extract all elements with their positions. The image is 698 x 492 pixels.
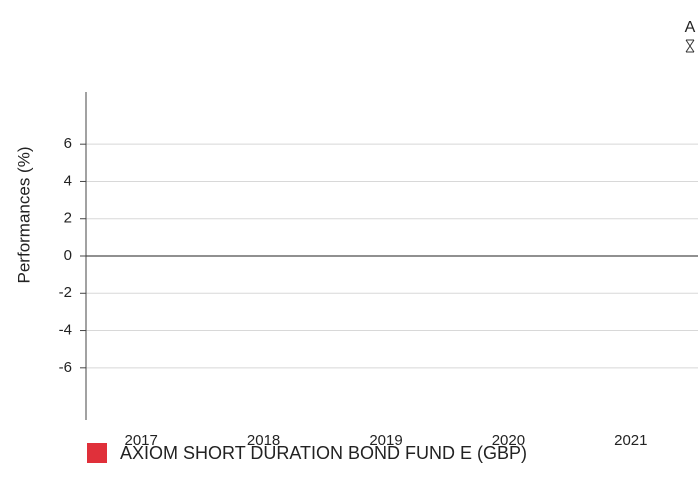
legend-swatch (87, 443, 107, 463)
y-tick-label: -4 (59, 322, 72, 339)
x-tick-label: 2019 (369, 432, 402, 449)
y-tick-label: -6 (59, 359, 72, 376)
y-tick-label: 6 (64, 135, 72, 152)
y-tick-label: 4 (64, 172, 72, 189)
y-tick-label: 0 (64, 247, 72, 264)
corner-icon (685, 39, 695, 53)
y-tick-label: 2 (64, 210, 72, 227)
x-tick-label: 2017 (125, 432, 158, 449)
x-tick-label: 2020 (492, 432, 525, 449)
corner-label: A (685, 19, 696, 36)
y-tick-label: -2 (59, 284, 72, 301)
y-axis-label: Performances (%) (14, 147, 33, 284)
legend-label: AXIOM SHORT DURATION BOND FUND E (GBP) (120, 443, 527, 463)
x-tick-label: 2018 (247, 432, 280, 449)
x-tick-label: 2021 (614, 432, 647, 449)
